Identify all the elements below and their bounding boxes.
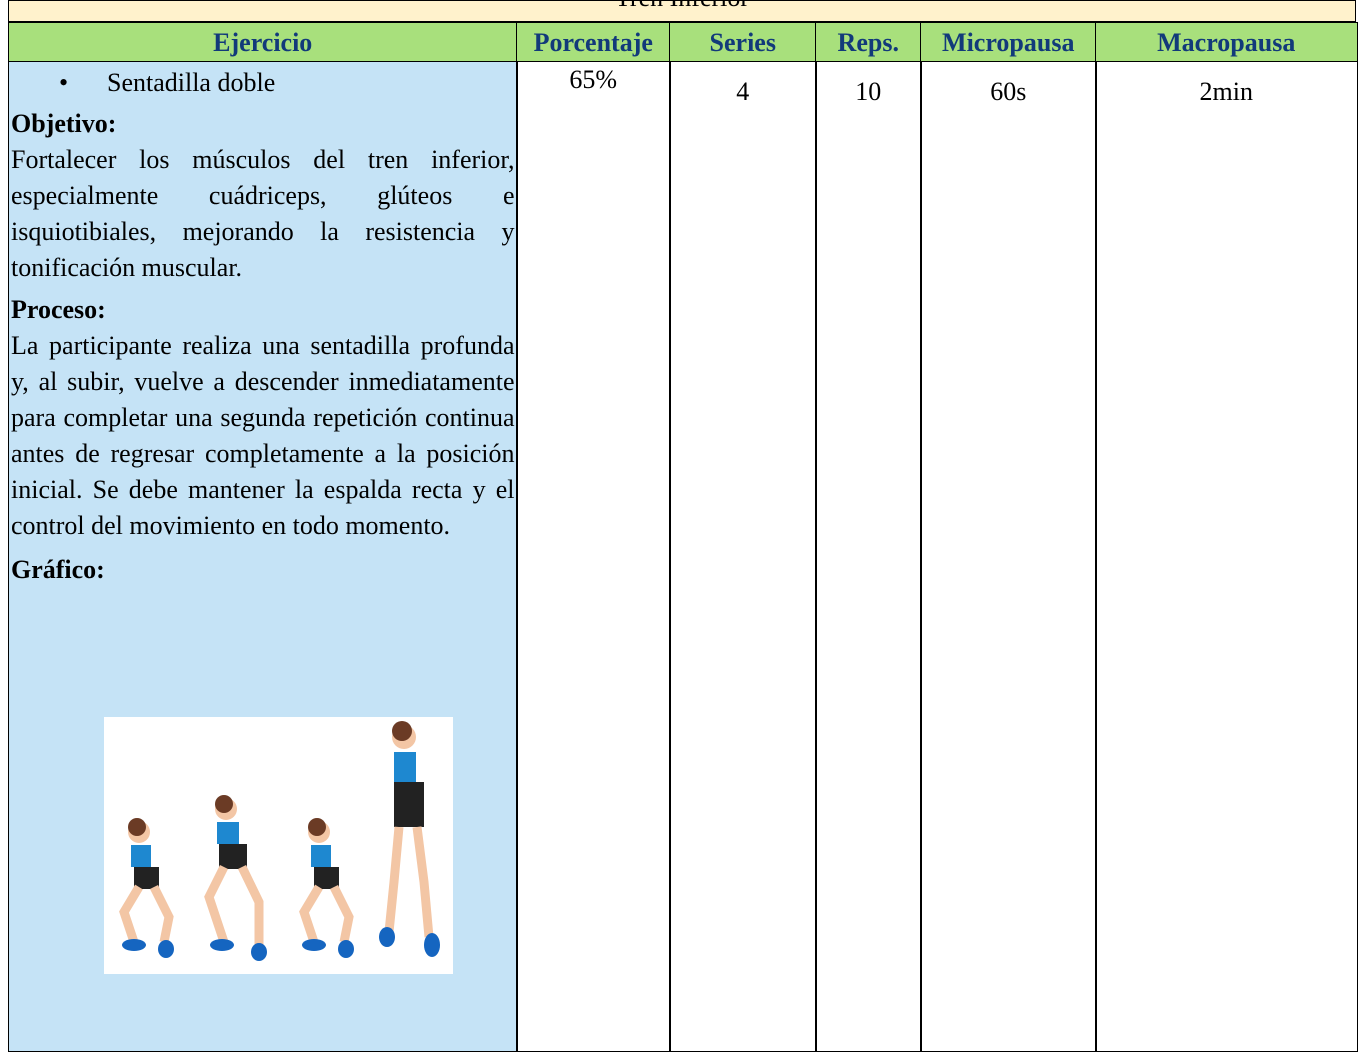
cell-value: 2min [1199,77,1253,106]
header-cell: Porcentaje [516,22,671,62]
value-cell: 2min [1095,62,1358,1052]
cell-value: 10 [855,77,882,106]
header-cell: Macropausa [1095,22,1358,62]
header-cell: Micropausa [920,22,1097,62]
exercise-cell: • Sentadilla doble Objetivo: Fortalecer l… [8,62,518,1052]
banner: Tren Inferior [8,0,1356,22]
header-cell: Ejercicio [8,22,518,62]
exercise-name: Sentadilla doble [107,68,276,97]
objective-text: Fortalecer los músculos del tren inferio… [11,145,515,282]
header-cell: Series [669,22,817,62]
value-cell: 65% [516,62,671,1052]
header-cell: Reps. [815,22,922,62]
cell-value: 60s [990,77,1027,106]
value-cell: 60s [920,62,1097,1052]
banner-text: Tren Inferior [615,1,749,12]
cell-value: 4 [736,77,750,106]
objective-label: Objetivo: [11,109,117,138]
exercise-image [104,717,453,974]
process-label: Proceso: [11,295,106,324]
process-text: La participante realiza una sentadilla p… [11,331,515,540]
cell-value: 65% [569,65,618,94]
value-cell: 10 [815,62,922,1052]
value-cell: 4 [669,62,817,1052]
graphic-label: Gráfico: [11,555,105,584]
